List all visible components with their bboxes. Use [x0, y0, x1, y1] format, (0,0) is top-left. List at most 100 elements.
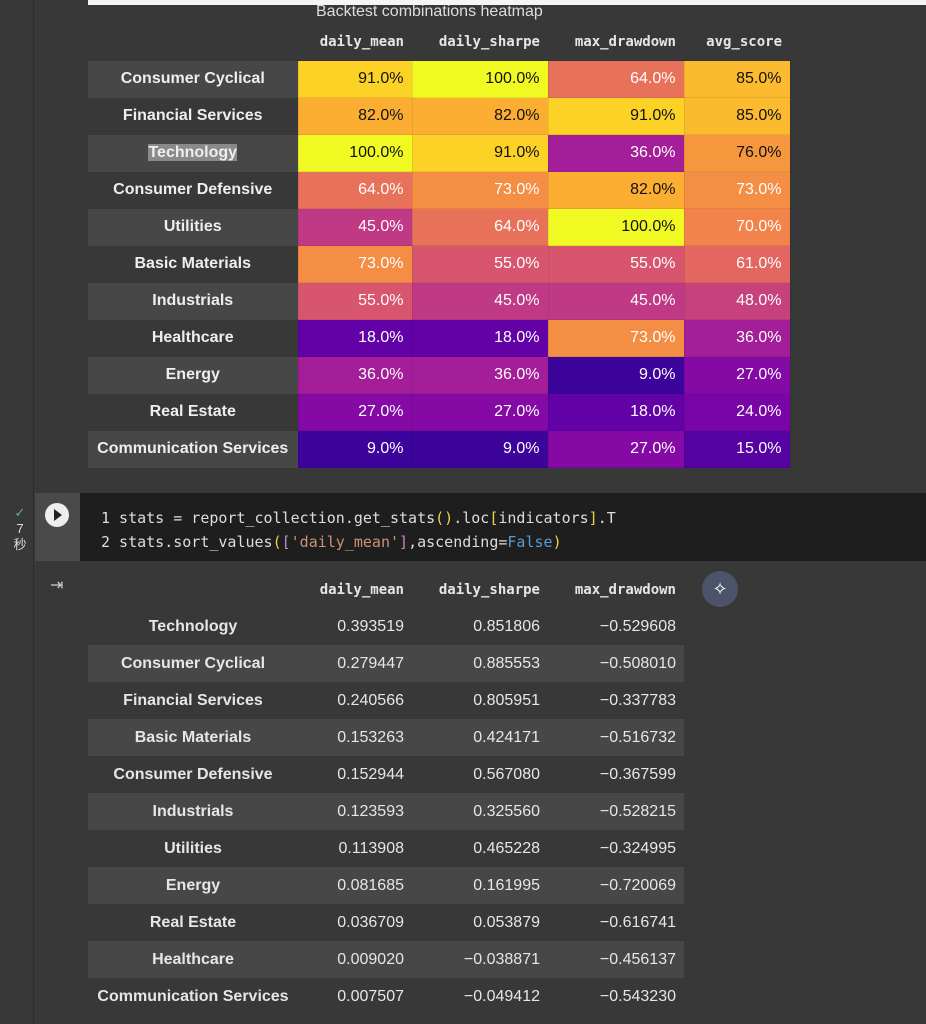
stat-cell: −0.038871 — [412, 941, 548, 978]
stat-cell: 0.081685 — [298, 867, 412, 904]
table-row: Industrials 0.123593 0.325560 −0.528215 — [88, 793, 684, 830]
heatmap-cell: 55.0% — [297, 282, 413, 320]
column-header: daily_mean — [319, 582, 404, 598]
table-row: Utilities 0.113908 0.465228 −0.324995 — [88, 830, 684, 867]
stat-cell: 0.567080 — [473, 765, 540, 783]
row-label: Industrials — [88, 793, 298, 830]
output-top-border — [88, 0, 926, 5]
heatmap-cell: 85.0% — [683, 60, 791, 98]
stat-cell: −0.456137 — [548, 941, 684, 978]
stat-cell: −0.049412 — [463, 987, 540, 1005]
stat-cell: −0.720069 — [548, 867, 684, 904]
exec-unit: 秒 — [13, 537, 27, 552]
heatmap-cell: 36.0% — [297, 356, 413, 394]
stat-cell: −0.337783 — [599, 691, 676, 709]
heatmap-cell: 36.0% — [411, 356, 549, 394]
heatmap-cell: 18.0% — [297, 319, 413, 357]
heatmap-cell: 100.0% — [297, 134, 413, 172]
heatmap-cell: 55.0% — [547, 245, 685, 283]
code-cell[interactable]: 1 stats = report_collection.get_stats().… — [35, 493, 926, 561]
stat-cell: 0.152944 — [337, 765, 404, 783]
stat-cell: −0.367599 — [599, 765, 676, 783]
heatmap-cell: 82.0% — [547, 171, 685, 209]
row-label: Utilities — [164, 839, 222, 857]
heatmap-row: Financial Services 82.0% 82.0% 91.0% 85.0% — [88, 97, 791, 135]
heatmap-cell: 27.0% — [411, 393, 549, 431]
heatmap-row: Industrials 55.0% 45.0% 45.0% 48.0% — [88, 282, 791, 320]
row-label: Healthcare — [88, 941, 298, 978]
heatmap-cell: 45.0% — [297, 208, 413, 246]
row-label: Basic Materials — [88, 245, 298, 283]
column-header: daily_sharpe — [438, 582, 540, 598]
row-label: Industrials — [88, 282, 298, 320]
stat-cell: 0.805951 — [473, 691, 540, 709]
row-label: Energy — [88, 867, 298, 904]
stat-cell: 0.851806 — [473, 617, 540, 635]
heatmap-cell: 73.0% — [411, 171, 549, 209]
stat-cell: 0.123593 — [298, 793, 412, 830]
heatmap-cell: 27.0% — [297, 393, 413, 431]
heatmap-cell: 100.0% — [411, 60, 549, 98]
table-row: Healthcare 0.009020 −0.038871 −0.456137 — [88, 941, 684, 978]
heatmap-cell: 36.0% — [683, 319, 791, 357]
stat-cell: 0.113908 — [338, 839, 404, 857]
heatmap-cell: 24.0% — [683, 393, 791, 431]
table-row: Consumer Cyclical 0.279447 0.885553 −0.5080… — [88, 645, 684, 682]
heatmap-cell: 73.0% — [683, 171, 791, 209]
stat-cell: −0.516732 — [548, 719, 684, 756]
row-label: Utilities — [88, 208, 298, 246]
stat-cell: 0.279447 — [298, 645, 412, 682]
column-header: max_drawdown — [574, 34, 676, 50]
heatmap-cell: 9.0% — [297, 430, 413, 468]
heatmap-row: Real Estate 27.0% 27.0% 18.0% 24.0% — [88, 393, 791, 431]
heatmap-row: Basic Materials 73.0% 55.0% 55.0% 61.0% — [88, 245, 791, 283]
run-area — [35, 493, 80, 561]
heatmap-cell: 64.0% — [411, 208, 549, 246]
row-label: Financial Services — [88, 97, 298, 135]
heatmap-cell: 76.0% — [683, 134, 791, 172]
stat-cell: −0.529608 — [599, 617, 676, 635]
heatmap-title: Backtest combinations heatmap — [316, 3, 543, 20]
heatmap-table: daily_mean daily_sharpe max_drawdown avg_sc… — [88, 24, 791, 468]
column-header: max_drawdown — [574, 582, 676, 598]
heatmap-cell: 70.0% — [683, 208, 791, 246]
heatmap-cell: 82.0% — [297, 97, 413, 135]
column-header: avg_score — [706, 34, 782, 50]
row-label: Healthcare — [88, 319, 298, 357]
output-redirect-icon[interactable]: ⇥ — [50, 577, 64, 594]
heatmap-cell: 48.0% — [683, 282, 791, 320]
heatmap-cell: 91.0% — [411, 134, 549, 172]
heatmap-row: Consumer Cyclical 91.0% 100.0% 64.0% 85.0% — [88, 60, 791, 98]
row-label: Communication Services — [88, 430, 298, 468]
heatmap-cell: 27.0% — [683, 356, 791, 394]
exec-time: 7 — [16, 521, 24, 536]
table-row: Basic Materials 0.153263 0.424171 −0.516732 — [88, 719, 684, 756]
heatmap-cell: 82.0% — [411, 97, 549, 135]
stat-cell: 0.053879 — [473, 913, 540, 931]
check-icon: ✓ — [14, 505, 26, 520]
stat-cell: 0.240566 — [337, 691, 404, 709]
row-label: Consumer Defensive — [88, 171, 298, 209]
table-row: Communication Services 0.007507 −0.049412 −… — [88, 978, 684, 1015]
row-label: Financial Services — [123, 691, 263, 709]
stat-cell: −0.508010 — [548, 645, 684, 682]
magic-wand-icon[interactable]: ✧ — [702, 571, 738, 607]
heatmap-row: Consumer Defensive 64.0% 73.0% 82.0% 73.0% — [88, 171, 791, 209]
run-button-play-icon[interactable] — [45, 503, 69, 527]
heatmap-cell: 85.0% — [683, 97, 791, 135]
row-label: Technology — [88, 134, 298, 172]
column-header: daily_sharpe — [438, 34, 540, 50]
stat-cell: 0.465228 — [473, 839, 540, 857]
heatmap-cell: 18.0% — [411, 319, 549, 357]
row-label: Real Estate — [149, 913, 237, 931]
stat-cell: −0.528215 — [548, 793, 684, 830]
heatmap-header: daily_mean daily_sharpe max_drawdown avg_sc… — [88, 24, 790, 61]
table-row: Real Estate 0.036709 0.053879 −0.616741 — [88, 904, 684, 941]
row-label: Consumer Cyclical — [88, 645, 298, 682]
heatmap-cell: 9.0% — [547, 356, 685, 394]
heatmap-cell: 73.0% — [297, 245, 413, 283]
row-label: Technology — [148, 617, 238, 635]
heatmap-cell: 55.0% — [411, 245, 549, 283]
code-editor[interactable]: 1 stats = report_collection.get_stats().… — [101, 509, 616, 551]
heatmap-row: Utilities 45.0% 64.0% 100.0% 70.0% — [88, 208, 791, 246]
